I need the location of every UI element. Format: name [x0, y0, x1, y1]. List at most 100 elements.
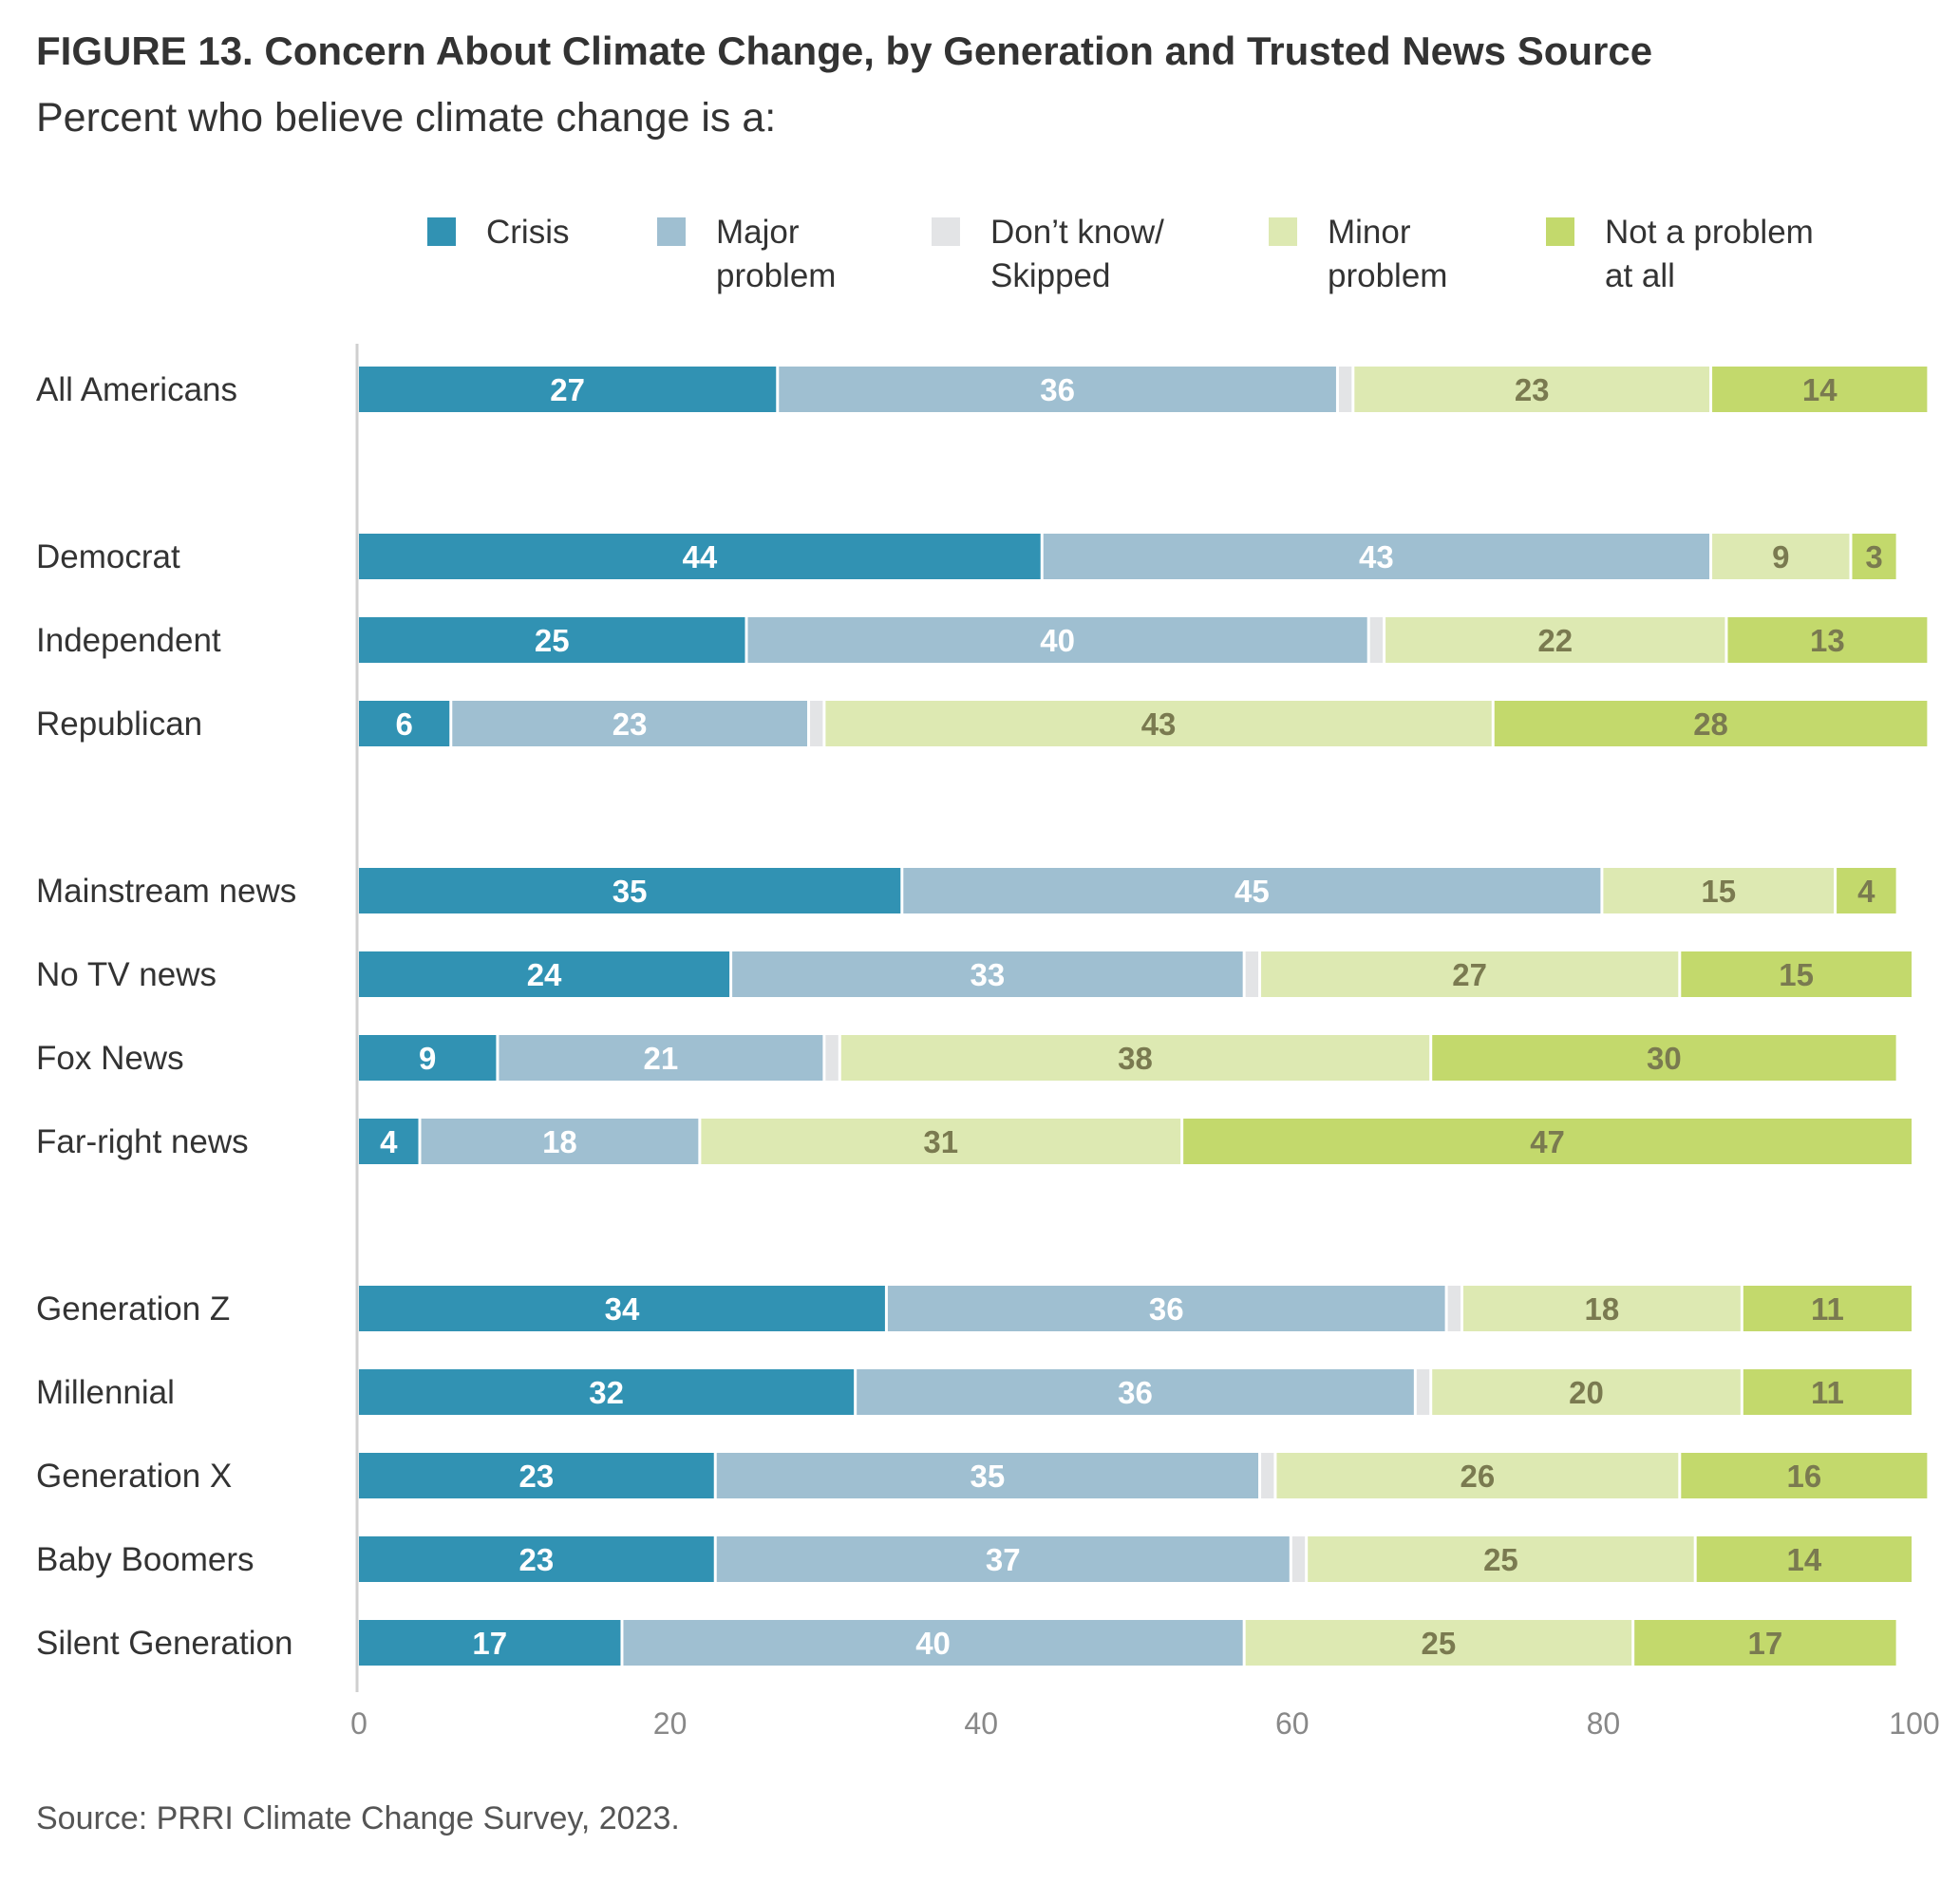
data-label: 23: [519, 1459, 555, 1494]
bar-segment: [1369, 617, 1384, 663]
legend-item-3: Minor problem: [1269, 214, 1447, 294]
data-label: 36: [1040, 372, 1075, 407]
data-label: 43: [1359, 539, 1394, 574]
bar-row: 9 21 38 30: [359, 1035, 1896, 1081]
bar-segment: [359, 701, 450, 746]
legend-item-2: Don’t know/Skipped: [932, 214, 1164, 294]
data-label: 43: [1141, 706, 1177, 742]
bar-row: 32 36 20 11: [359, 1369, 1912, 1415]
data-label: 40: [1040, 623, 1075, 658]
bar-segment: [1261, 951, 1679, 997]
category-label: All Americans: [36, 371, 237, 408]
bar-segment: [359, 367, 777, 412]
legend-label: Minor: [1328, 214, 1411, 251]
legend-swatch: [657, 217, 686, 246]
data-label: 15: [1779, 957, 1814, 992]
data-label: 4: [1857, 874, 1875, 909]
data-label: 30: [1647, 1041, 1682, 1076]
bar-segment: [1308, 1536, 1694, 1582]
data-label: 24: [527, 957, 562, 992]
bar-segment: [1634, 1620, 1896, 1666]
bar-segment: [359, 1119, 419, 1164]
bar-segment: [359, 1620, 621, 1666]
bar-segment: [359, 1453, 714, 1498]
bar-segment: [701, 1119, 1181, 1164]
bar-row: 23 37 25 14: [359, 1536, 1912, 1582]
data-label: 17: [1748, 1626, 1783, 1661]
legend-item-1: Major problem: [657, 214, 836, 294]
data-label: 9: [1772, 539, 1789, 574]
data-label: 18: [1585, 1291, 1620, 1327]
bar-segment: [1462, 1286, 1741, 1331]
data-label: 32: [589, 1375, 624, 1410]
category-label: No TV news: [36, 956, 217, 993]
bar-segment: [1245, 1620, 1632, 1666]
data-label: 20: [1569, 1375, 1604, 1410]
category-label: Generation X: [36, 1458, 232, 1495]
bar-segment: [1603, 868, 1835, 913]
bar-segment: [1043, 534, 1710, 579]
bar-row: 4 18 31 47: [359, 1119, 1912, 1164]
bar-segment: [810, 701, 823, 746]
data-label: 25: [535, 623, 570, 658]
category-label: Fox News: [36, 1040, 184, 1077]
bar-segment: [499, 1035, 823, 1081]
bar-segment: [359, 617, 745, 663]
legend-item-4: Not a problem at all: [1546, 214, 1814, 294]
data-label: 14: [1802, 372, 1838, 407]
figure-subtitle: Percent who believe climate change is a:: [36, 95, 777, 141]
data-label: 33: [971, 957, 1006, 992]
bar-segment: [857, 1369, 1414, 1415]
bar-segment: [1338, 367, 1352, 412]
data-label: 16: [1786, 1459, 1821, 1494]
bar-segment: [1696, 1536, 1912, 1582]
bar-segment: [359, 534, 1041, 579]
legend-label: Skipped: [990, 257, 1110, 294]
bar-segment: [421, 1119, 699, 1164]
bar-segment: [1447, 1286, 1461, 1331]
bar-segment: [452, 701, 808, 746]
x-tick-label: 80: [1587, 1706, 1621, 1741]
x-tick-label: 40: [964, 1706, 998, 1741]
bar-segment: [1276, 1453, 1679, 1498]
x-tick-label: 60: [1275, 1706, 1310, 1741]
data-label: 14: [1786, 1542, 1821, 1577]
bar-segment: [732, 951, 1243, 997]
bar-segment: [1852, 534, 1896, 579]
bar-segment: [359, 1536, 714, 1582]
data-label: 3: [1865, 539, 1882, 574]
bar-row: 27 36 23 14: [359, 367, 1928, 412]
data-label: 26: [1461, 1459, 1496, 1494]
legend-item-0: Crisis: [427, 214, 569, 251]
bar-segment: [1837, 868, 1896, 913]
category-label: Millennial: [36, 1374, 175, 1411]
legend-label: Crisis: [486, 214, 569, 251]
data-label: 36: [1149, 1291, 1184, 1327]
bar-row: 44 43 9 3: [359, 534, 1896, 579]
data-label: 21: [644, 1041, 679, 1076]
data-label: 13: [1810, 623, 1845, 658]
bar-row: 35 45 15 4: [359, 868, 1896, 913]
category-label: Republican: [36, 706, 202, 743]
category-labels: All Americans Democrat Independent Republic…: [36, 371, 296, 1662]
category-label: Democrat: [36, 538, 180, 575]
bar-segment: [359, 868, 901, 913]
category-label: Generation Z: [36, 1290, 230, 1328]
data-label: 25: [1483, 1542, 1518, 1577]
figure-title: FIGURE 13. Concern About Climate Change,…: [36, 28, 1653, 73]
bar-segment: [1494, 701, 1928, 746]
data-label: 31: [923, 1124, 958, 1159]
legend-label: problem: [716, 257, 836, 294]
bar-segment: [716, 1536, 1290, 1582]
bar-segment: [903, 868, 1601, 913]
bar-segment: [1354, 367, 1710, 412]
data-label: 9: [419, 1041, 436, 1076]
bar-segment: [623, 1620, 1243, 1666]
legend-swatch: [1546, 217, 1574, 246]
bar-segment: [359, 1286, 885, 1331]
data-label: 37: [986, 1542, 1021, 1577]
data-label: 35: [971, 1459, 1006, 1494]
bar-segment: [1416, 1369, 1430, 1415]
bar-segment: [1291, 1536, 1306, 1582]
